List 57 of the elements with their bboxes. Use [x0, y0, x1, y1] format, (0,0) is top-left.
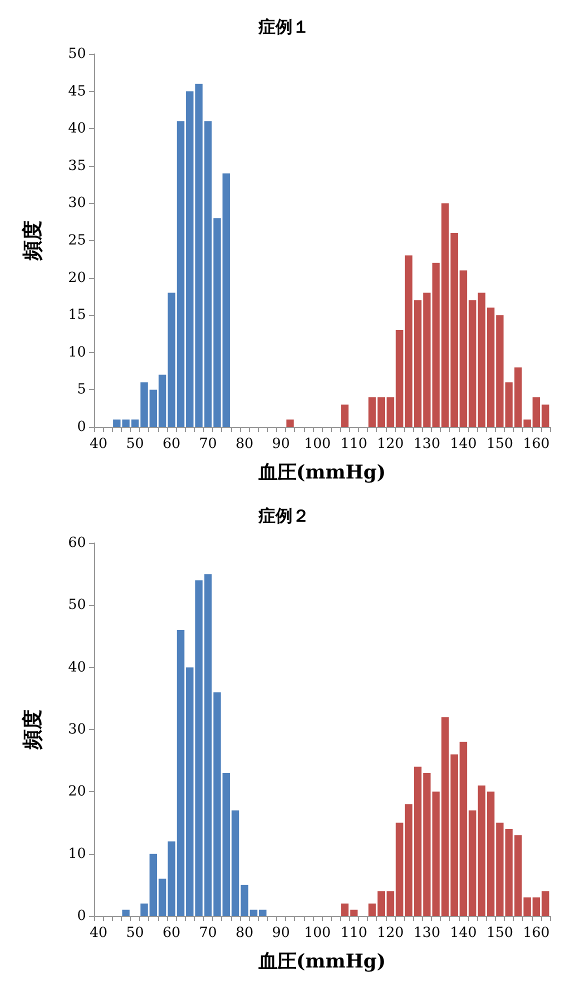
x-tick-label: 60 — [162, 436, 180, 452]
x-tick-label: 140 — [450, 436, 477, 452]
bar — [432, 792, 440, 916]
y-tick-label: 35 — [68, 158, 86, 174]
y-tick-label: 45 — [68, 83, 86, 100]
x-tick-label: 80 — [236, 436, 254, 452]
y-axis-title: 頻度 — [20, 220, 44, 262]
x-tick-label: 140 — [450, 925, 477, 941]
x-tick-label: 150 — [486, 925, 514, 941]
x-tick-label: 90 — [272, 436, 290, 452]
x-tick-label: 120 — [377, 436, 404, 452]
y-tick-label: 30 — [68, 195, 86, 212]
x-axis-title: 血圧(mmHg) — [257, 462, 386, 484]
y-tick-label: 10 — [68, 846, 86, 862]
y-tick-label: 0 — [77, 419, 86, 435]
y-tick-label: 40 — [68, 120, 86, 137]
y-tick-label: 40 — [68, 659, 86, 676]
x-tick-label: 40 — [90, 925, 108, 941]
bar — [122, 910, 130, 916]
x-tick-label: 40 — [90, 436, 108, 452]
y-tick-label: 50 — [68, 46, 86, 62]
x-axis-title: 血圧(mmHg) — [257, 950, 386, 972]
y-tick-label: 20 — [68, 784, 86, 800]
bar — [204, 121, 212, 427]
bar — [432, 262, 440, 427]
x-tick-label: 50 — [126, 436, 144, 452]
x-tick-label: 80 — [236, 925, 254, 941]
x-tick-label: 110 — [340, 925, 368, 941]
x-tick-label: 90 — [272, 925, 290, 941]
x-tick-label: 70 — [199, 436, 217, 452]
y-axis-title: 頻度 — [20, 710, 44, 750]
y-tick-label: 0 — [77, 908, 86, 924]
bar — [341, 404, 349, 427]
y-tick-label: 15 — [68, 307, 86, 324]
x-tick-label: 150 — [486, 436, 514, 452]
x-tick-label: 130 — [414, 925, 440, 941]
x-tick-label: 120 — [377, 925, 404, 941]
y-tick-label: 20 — [68, 270, 86, 286]
x-tick-label: 70 — [199, 925, 217, 941]
chart-title: 症例２ — [258, 506, 310, 526]
x-tick-label: 50 — [126, 925, 144, 941]
bar — [286, 420, 294, 427]
x-tick-label: 160 — [522, 436, 550, 452]
x-tick-label: 60 — [162, 925, 180, 941]
chart-title: 症例１ — [258, 18, 310, 38]
x-tick-label: 130 — [414, 436, 440, 452]
x-tick-label: 110 — [340, 436, 368, 452]
y-tick-label: 50 — [68, 597, 86, 614]
y-tick-label: 5 — [77, 382, 86, 398]
bar — [204, 574, 212, 916]
x-tick-label: 100 — [304, 925, 331, 941]
y-tick-label: 30 — [68, 722, 86, 738]
y-tick-label: 60 — [68, 535, 86, 551]
x-tick-label: 100 — [304, 436, 331, 452]
y-tick-label: 10 — [68, 344, 86, 360]
x-tick-label: 160 — [522, 925, 550, 941]
y-tick-label: 25 — [68, 232, 86, 248]
